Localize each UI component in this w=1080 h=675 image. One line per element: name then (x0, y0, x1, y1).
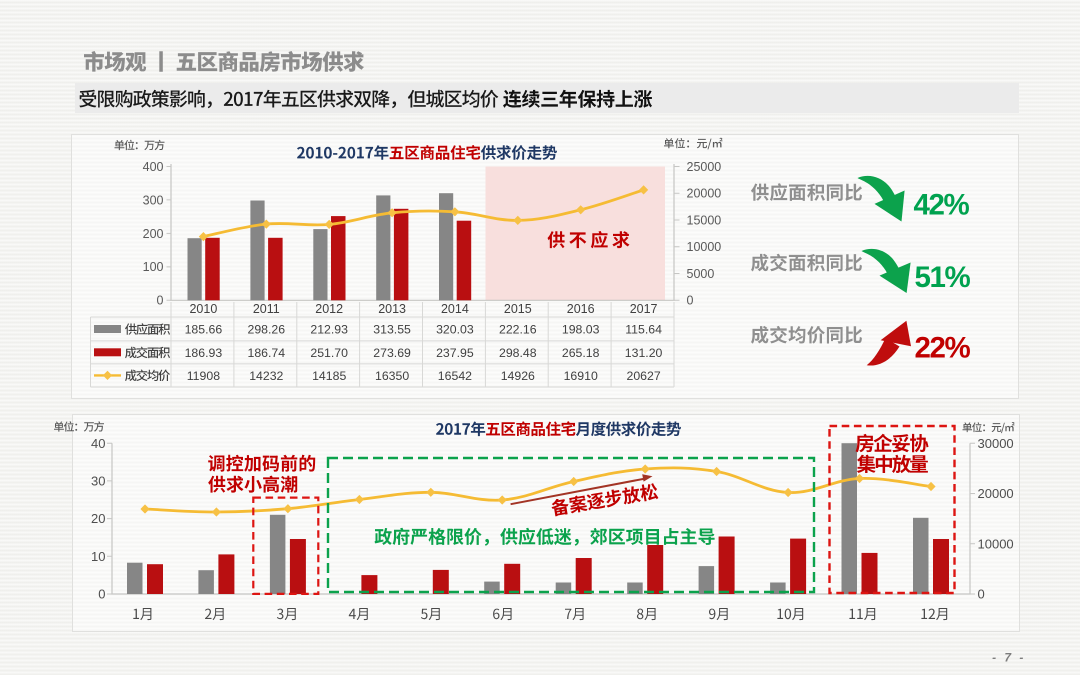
svg-text:2017: 2017 (630, 302, 658, 316)
svg-text:10: 10 (91, 549, 105, 564)
svg-text:200: 200 (143, 227, 164, 241)
svg-text:42%: 42% (914, 189, 970, 222)
svg-text:51%: 51% (915, 261, 971, 294)
svg-text:0: 0 (687, 294, 694, 308)
svg-text:2010: 2010 (189, 302, 217, 316)
svg-text:16350: 16350 (375, 369, 409, 383)
svg-text:14926: 14926 (501, 369, 535, 383)
svg-text:20000: 20000 (978, 486, 1014, 501)
svg-text:2013: 2013 (378, 302, 406, 316)
svg-text:222.16: 222.16 (499, 323, 537, 337)
svg-text:10000: 10000 (687, 240, 722, 254)
svg-text:40: 40 (91, 436, 105, 451)
svg-text:298.48: 298.48 (499, 346, 537, 360)
svg-text:20000: 20000 (687, 187, 722, 201)
svg-text:20627: 20627 (626, 369, 660, 383)
svg-text:265.18: 265.18 (562, 346, 600, 360)
svg-text:237.95: 237.95 (436, 346, 474, 360)
svg-text:2016: 2016 (567, 302, 595, 316)
svg-text:- 7 -: - 7 - (992, 651, 1026, 665)
svg-text:2012: 2012 (315, 302, 343, 316)
svg-text:186.74: 186.74 (247, 346, 285, 360)
svg-text:2015: 2015 (504, 302, 532, 316)
svg-text:273.69: 273.69 (373, 346, 411, 360)
svg-text:10000: 10000 (978, 536, 1014, 551)
svg-text:100: 100 (143, 260, 164, 274)
svg-text:131.20: 131.20 (625, 346, 663, 360)
svg-text:212.93: 212.93 (310, 323, 348, 337)
svg-text:16542: 16542 (438, 369, 472, 383)
svg-text:15000: 15000 (687, 213, 722, 227)
svg-text:251.70: 251.70 (310, 346, 348, 360)
svg-text:313.55: 313.55 (373, 323, 411, 337)
svg-text:25000: 25000 (687, 160, 722, 174)
svg-text:22%: 22% (915, 332, 971, 365)
svg-text:5000: 5000 (687, 267, 715, 281)
svg-text:300: 300 (143, 193, 164, 207)
svg-text:198.03: 198.03 (562, 323, 600, 337)
svg-text:115.64: 115.64 (625, 323, 662, 337)
svg-text:185.66: 185.66 (185, 323, 223, 337)
svg-text:2011: 2011 (253, 302, 280, 316)
svg-text:0: 0 (98, 587, 105, 602)
svg-text:30: 30 (91, 474, 105, 489)
svg-text:14185: 14185 (312, 369, 346, 383)
svg-text:0: 0 (978, 587, 985, 602)
svg-text:11908: 11908 (187, 369, 220, 383)
svg-text:0: 0 (157, 294, 164, 308)
svg-text:16910: 16910 (564, 369, 598, 383)
svg-text:320.03: 320.03 (436, 323, 474, 337)
svg-text:2014: 2014 (441, 302, 469, 316)
svg-text:400: 400 (143, 160, 164, 174)
svg-text:14232: 14232 (249, 369, 283, 383)
svg-text:298.26: 298.26 (247, 323, 285, 337)
svg-text:20: 20 (91, 511, 105, 526)
svg-text:186.93: 186.93 (185, 346, 223, 360)
svg-text:30000: 30000 (978, 436, 1014, 451)
